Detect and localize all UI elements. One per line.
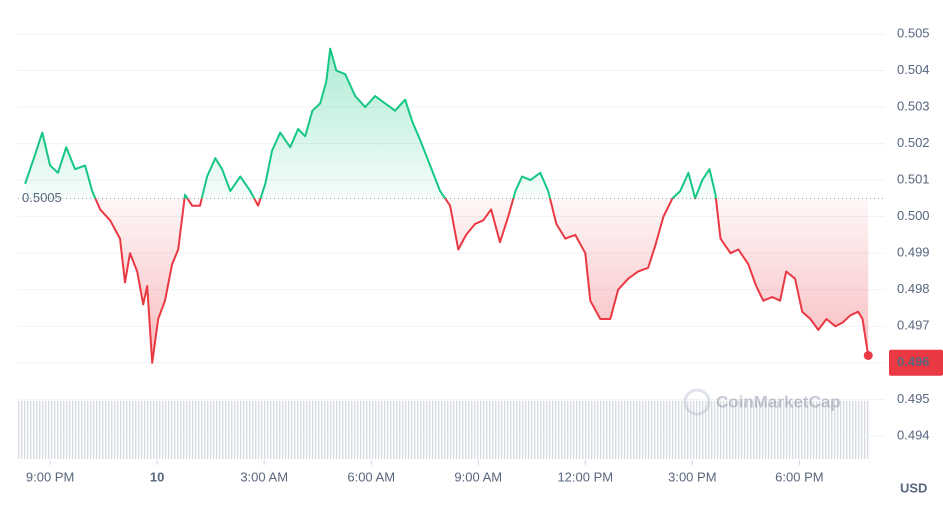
x-tick-label: 3:00 AM xyxy=(240,469,288,484)
y-tick-label: 0.500 xyxy=(897,208,930,223)
area xyxy=(25,48,869,363)
y-tick-label: 0.503 xyxy=(897,98,930,113)
currency-label: USD xyxy=(900,480,927,495)
y-tick-label: 0.494 xyxy=(897,427,930,442)
x-tick-label: 10 xyxy=(150,469,164,484)
price-line xyxy=(24,47,870,364)
x-tick-label: 9:00 PM xyxy=(26,469,74,484)
x-tick-label: 12:00 PM xyxy=(557,469,613,484)
x-tick-label: 6:00 PM xyxy=(775,469,823,484)
y-tick-label: 0.498 xyxy=(897,281,930,296)
y-tick-label: 0.501 xyxy=(897,172,930,187)
watermark-logo xyxy=(683,388,711,416)
y-tick-label: 0.499 xyxy=(897,245,930,260)
price-tag xyxy=(889,349,943,376)
y-tick-label: 0.497 xyxy=(897,318,930,333)
y-tick-label: 0.504 xyxy=(897,62,930,77)
x-tick-label: 3:00 PM xyxy=(668,469,716,484)
x-tick-label: 6:00 AM xyxy=(347,469,395,484)
volume-band xyxy=(18,401,870,459)
watermark: CoinMarketCap xyxy=(683,388,841,416)
y-tick-label: 0.502 xyxy=(897,135,930,150)
price-tag-label: 0.496 xyxy=(897,354,930,369)
y-tick-label: 0.495 xyxy=(897,391,930,406)
y-tick-label: 0.505 xyxy=(897,25,930,40)
watermark-text: CoinMarketCap xyxy=(716,392,841,411)
x-tick-label: 9:00 AM xyxy=(454,469,502,484)
last-point xyxy=(863,351,873,361)
